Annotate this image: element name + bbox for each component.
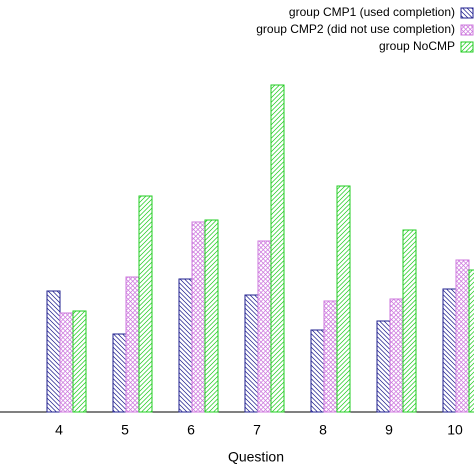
- bar: [204, 219, 219, 413]
- bar: [376, 320, 391, 413]
- bar: [138, 195, 153, 413]
- bar: [442, 288, 457, 413]
- bar: [455, 259, 470, 413]
- x-tick-label: 10: [447, 422, 463, 438]
- legend-label: group CMP1 (used completion): [289, 5, 455, 19]
- x-tick-label: 6: [187, 422, 195, 438]
- legend-swatch: [460, 41, 474, 53]
- x-tick-label: 8: [319, 422, 327, 438]
- bar: [72, 310, 87, 413]
- legend-swatch: [460, 7, 474, 19]
- x-tick-label: 9: [385, 422, 393, 438]
- legend-label: group CMP2 (did not use completion): [256, 22, 455, 36]
- bar: [389, 298, 404, 413]
- x-tick-label: 5: [121, 422, 129, 438]
- bar: [178, 278, 193, 413]
- bar: [323, 300, 338, 413]
- legend: group CMP1 (used completion) group CMP2 (…: [256, 5, 474, 53]
- x-axis-label: Question: [228, 449, 284, 465]
- bar: [112, 333, 127, 413]
- legend-label: group NoCMP: [379, 39, 455, 53]
- bar: [468, 269, 474, 413]
- bar: [257, 240, 272, 413]
- bar: [402, 229, 417, 413]
- bar: [270, 84, 285, 413]
- bar: [244, 294, 259, 413]
- bar: [59, 312, 74, 413]
- bar: [46, 290, 61, 413]
- bar: [336, 185, 351, 413]
- legend-swatch: [460, 24, 474, 36]
- bar: [191, 221, 206, 413]
- x-tick-label: 4: [55, 422, 63, 438]
- bar: [310, 329, 325, 413]
- bar: [125, 276, 140, 413]
- x-tick-label: 7: [253, 422, 261, 438]
